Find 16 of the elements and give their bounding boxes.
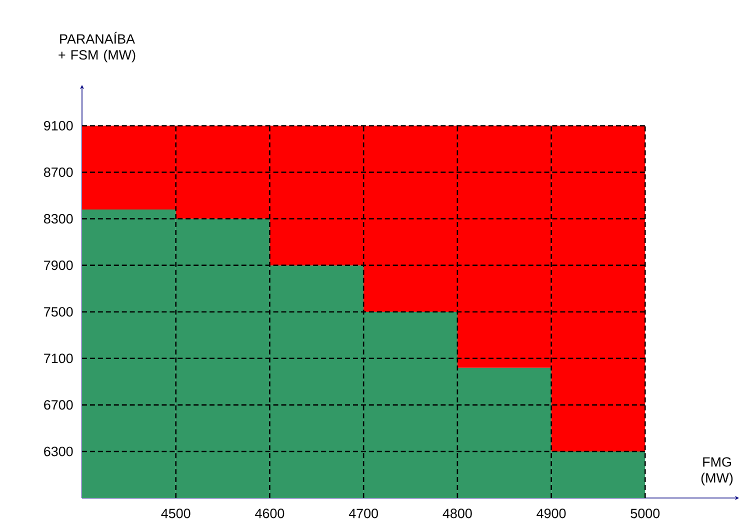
x-axis-title: FMG (MW) (701, 457, 733, 486)
y-tick-label: 6700 (44, 400, 73, 410)
x-tick-label: 4700 (348, 508, 378, 518)
y-axis-title: PARANAÍBA + FSM (MW) (58, 32, 136, 62)
x-tick-label: 4800 (442, 508, 472, 518)
y-tick-label: 7100 (44, 354, 73, 364)
x-tick-label: 5000 (630, 508, 660, 518)
y-tick-label: 8300 (44, 214, 73, 224)
y-tick-label: 7500 (44, 307, 73, 317)
x-tick-label: 4600 (255, 508, 284, 518)
y-tick-label: 8700 (44, 167, 73, 178)
y-tick-label: 9100 (44, 120, 73, 130)
x-tick-label: 4500 (161, 508, 190, 518)
y-tick-label: 7900 (44, 260, 73, 270)
x-tick-label: 4900 (536, 508, 566, 518)
y-tick-label: 6300 (44, 446, 73, 456)
